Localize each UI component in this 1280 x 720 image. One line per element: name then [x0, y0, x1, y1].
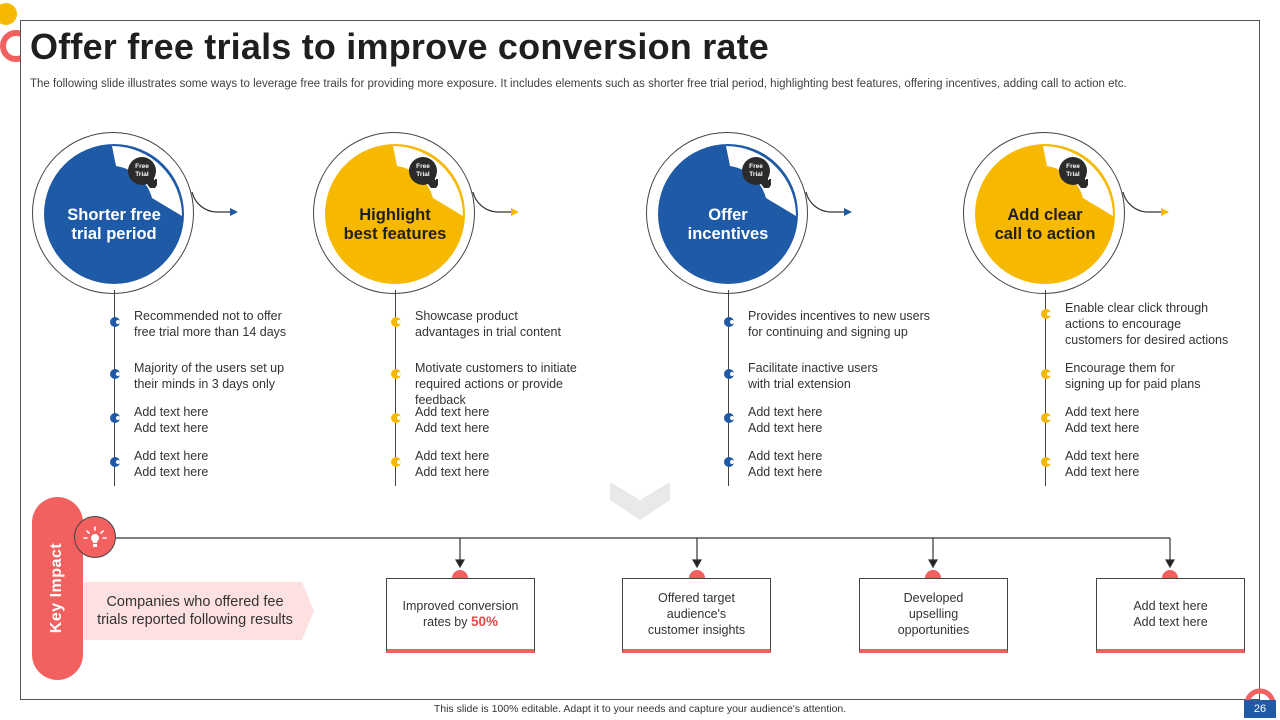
result-dot	[925, 570, 941, 578]
bullet-icon	[1041, 457, 1051, 467]
bullet-text: Add text here Add text here	[1065, 449, 1140, 479]
result-box: Developed upselling opportunities	[859, 578, 1008, 653]
strategy-title: Add clear call to action	[994, 206, 1096, 243]
strategy-column: Free Trial Offer incentives Provides incen…	[646, 110, 930, 510]
bullet-text: Majority of the users set up their minds…	[134, 361, 285, 391]
badge-ring	[646, 132, 808, 294]
result-label: Add text here Add text here	[1133, 599, 1208, 629]
result-text: Offered target audience's customer insig…	[648, 590, 745, 638]
strategy-column: Free Trial Add clear call to action Enable…	[963, 110, 1228, 510]
lightbulb-icon	[83, 526, 107, 547]
bullet-icon	[1041, 309, 1051, 319]
strategy-title: Shorter free trial period	[67, 206, 161, 243]
bullet-text: Motivate customers to initiate required …	[415, 361, 577, 407]
bullet-text: Add text here Add text here	[134, 449, 209, 479]
bullet-icon	[110, 457, 120, 467]
bullet-stem	[728, 290, 730, 486]
page-subtitle: The following slide illustrates some way…	[30, 78, 1127, 90]
hand-cursor-icon	[1078, 174, 1088, 188]
arrow-right-icon	[191, 191, 238, 216]
result-dot	[1162, 570, 1178, 578]
result-highlight: 50%	[470, 614, 498, 629]
bullet-icon	[724, 369, 734, 379]
chevron-down-icon	[610, 482, 670, 520]
key-impact-banner: Companies who offered fee trials reporte…	[97, 594, 293, 628]
bullet-text: Add text here Add text here	[748, 449, 823, 479]
bullet-text: Showcase product advantages in trial con…	[415, 309, 561, 339]
hand-cursor-icon	[428, 174, 438, 188]
bullet-stem	[395, 290, 397, 486]
bullet-text: Enable clear click through actions to en…	[1065, 301, 1229, 347]
key-impact-banner-shape	[84, 582, 314, 640]
bullet-icon	[110, 317, 120, 327]
bullet-text: Provides incentives to new users for con…	[748, 309, 931, 339]
bullet-stem	[114, 290, 116, 486]
badge-ring	[963, 132, 1125, 294]
bullet-icon	[1041, 413, 1051, 423]
bullet-icon	[724, 317, 734, 327]
bullet-icon	[391, 413, 401, 423]
result-label: Offered target audience's customer insig…	[647, 591, 746, 637]
corner-decoration-icon	[1244, 688, 1276, 704]
bullet-icon	[724, 457, 734, 467]
result-label: Developed upselling opportunities	[897, 591, 970, 637]
result-label: Improved conversion rates by	[402, 599, 519, 629]
bullet-text: Facilitate inactive users with trial ext…	[748, 361, 878, 391]
strategy-title: Highlight best features	[343, 206, 447, 243]
strategy-column: Free Trial Highlight best features Showcas…	[313, 110, 577, 510]
result-box: Improved conversion rates by 50%	[386, 578, 535, 653]
key-impact-label: Key Impact	[48, 542, 66, 634]
hand-cursor-icon	[761, 174, 771, 188]
bullet-text: Encourage them for signing up for paid p…	[1065, 361, 1201, 391]
footer-note: This slide is 100% editable. Adapt it to…	[433, 703, 847, 715]
bullet-icon	[1041, 369, 1051, 379]
result-box: Add text here Add text here	[1096, 578, 1245, 653]
key-impact-pill	[32, 497, 83, 680]
bullet-icon	[391, 369, 401, 379]
bullet-icon	[391, 317, 401, 327]
strategy-title: Offer incentives	[687, 206, 769, 243]
badge-ring	[32, 132, 194, 294]
bullet-icon	[110, 369, 120, 379]
result-text: Improved conversion rates by 50%	[402, 598, 518, 630]
arrow-right-icon	[805, 191, 852, 216]
result-text: Add text here Add text here	[1133, 598, 1207, 630]
page-number: 26	[1244, 700, 1276, 718]
bullet-text: Recommended not to offer free trial more…	[134, 309, 287, 339]
bullet-icon	[724, 413, 734, 423]
bullet-stem	[1045, 290, 1047, 486]
arrow-right-icon	[1122, 191, 1169, 216]
result-box: Offered target audience's customer insig…	[622, 578, 771, 653]
badge-ring	[313, 132, 475, 294]
bullet-text: Add text here Add text here	[415, 405, 490, 435]
arrow-right-icon	[472, 191, 519, 216]
bullet-text: Add text here Add text here	[134, 405, 209, 435]
page-title: Offer free trials to improve conversion …	[30, 26, 770, 67]
bullet-text: Add text here Add text here	[1065, 405, 1140, 435]
bullet-icon	[391, 457, 401, 467]
bullet-text: Add text here Add text here	[415, 449, 490, 479]
bullet-text: Add text here Add text here	[748, 405, 823, 435]
result-text: Developed upselling opportunities	[898, 590, 970, 638]
hand-cursor-icon	[147, 174, 157, 188]
result-dot	[689, 570, 705, 578]
strategy-column: Free Trial Shorter free trial period Recom…	[32, 110, 292, 510]
bullet-icon	[110, 413, 120, 423]
result-dot	[452, 570, 468, 578]
